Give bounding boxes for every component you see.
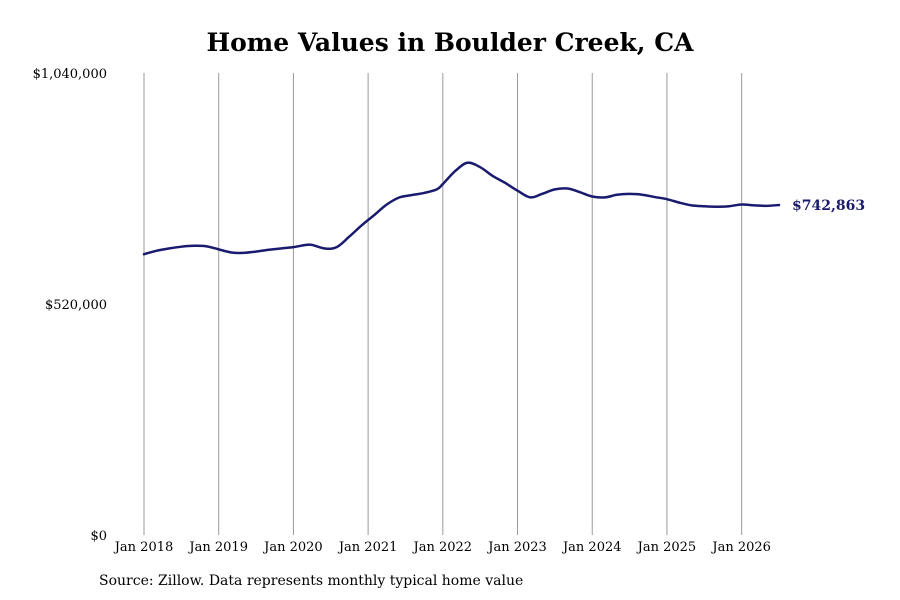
- x-tick-label: Jan 2023: [486, 540, 547, 555]
- y-tick-label: $1,040,000: [33, 67, 107, 82]
- x-tick-label: Jan 2019: [187, 540, 248, 555]
- y-tick-label: $520,000: [45, 298, 107, 313]
- x-tick-label: Jan 2020: [262, 540, 323, 555]
- source-note: Source: Zillow. Data represents monthly …: [99, 573, 524, 589]
- y-tick-label: $0: [90, 529, 107, 544]
- x-tick-label: Jan 2018: [113, 540, 174, 555]
- x-tick-label: Jan 2024: [561, 540, 622, 555]
- home-value-line: [142, 161, 781, 256]
- x-tick-label: Jan 2021: [337, 540, 398, 555]
- chart-title: Home Values in Boulder Creek, CA: [206, 28, 694, 57]
- x-tick-label: Jan 2025: [636, 540, 697, 555]
- end-value-label: $742,863: [792, 198, 865, 214]
- x-tick-label: Jan 2022: [412, 540, 473, 555]
- x-tick-label: Jan 2026: [710, 540, 771, 555]
